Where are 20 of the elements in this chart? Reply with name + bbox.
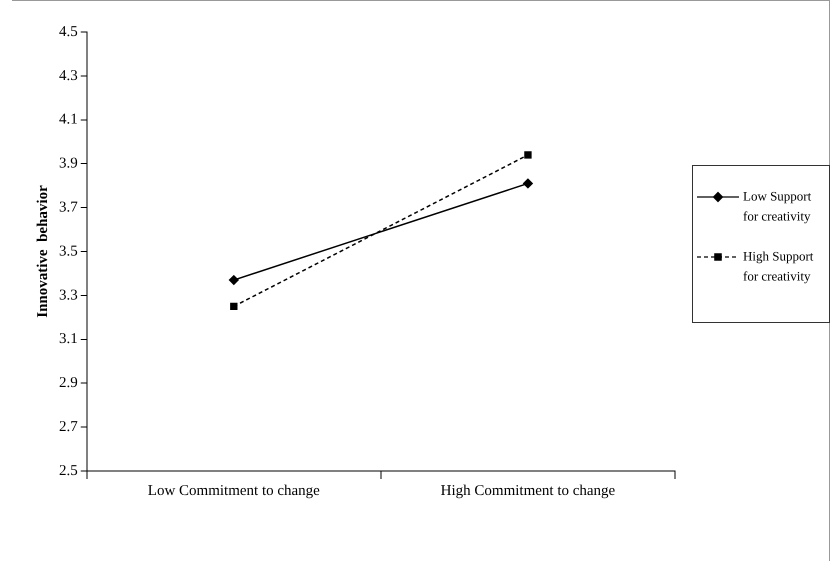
- y-tick-label: 4.3: [59, 68, 78, 84]
- y-tick-label: 2.5: [59, 462, 78, 479]
- y-tick-label: 3.7: [59, 200, 78, 216]
- y-tick-label: 3.9: [59, 156, 78, 172]
- y-tick-label: 2.9: [59, 375, 78, 392]
- point: [524, 151, 532, 159]
- y-tick-label: 4.5: [59, 24, 78, 40]
- point: [522, 178, 533, 188]
- y-tick-label: 3.5: [59, 243, 78, 260]
- x-tick-label: Low Commitment to change: [148, 482, 320, 499]
- y-tick-label: 2.7: [59, 419, 78, 436]
- y-axis-title: Innovative behavior: [34, 184, 51, 318]
- y-tick-label: 3.1: [59, 331, 78, 348]
- y-tick-label: 3.3: [59, 287, 78, 304]
- point: [228, 275, 239, 286]
- legend-label: Low Support for creativity: [743, 188, 812, 224]
- y-tick-label: 4.1: [59, 112, 78, 128]
- legend-label: High Support for creativity: [743, 248, 814, 284]
- point: [230, 302, 238, 310]
- x-tick-label: High Commitment to change: [440, 482, 616, 499]
